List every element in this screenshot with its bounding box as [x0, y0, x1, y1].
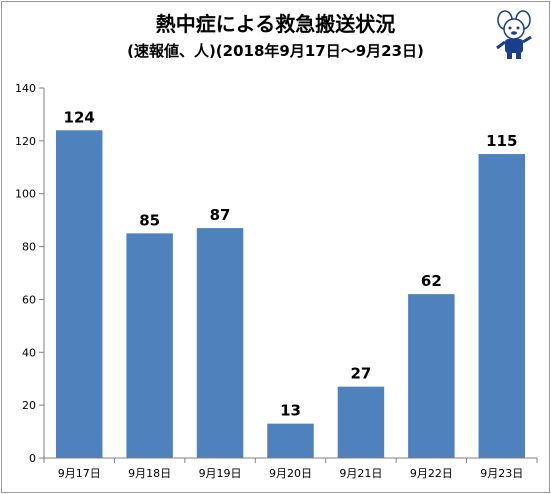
x-tick-label: 9月23日	[480, 467, 523, 480]
y-tick-label: 100	[15, 188, 36, 201]
data-label: 85	[139, 211, 160, 229]
bar	[337, 386, 385, 458]
x-tick-label: 9月21日	[339, 467, 382, 480]
data-label: 27	[350, 365, 371, 383]
y-tick-label: 120	[15, 135, 36, 148]
y-tick-label: 140	[15, 82, 36, 95]
data-label: 13	[280, 402, 301, 420]
bars: 124 85 87 13 27 62 115	[55, 108, 526, 459]
data-label: 124	[64, 108, 95, 126]
x-tick-label: 9月20日	[269, 467, 312, 480]
bar	[478, 154, 526, 459]
bar	[196, 228, 244, 458]
y-tick-label: 60	[22, 293, 36, 306]
bar	[267, 423, 314, 458]
data-label: 87	[210, 206, 231, 224]
y-tick-label: 20	[22, 399, 36, 412]
x-axis: 9月17日 9月18日 9月19日 9月20日 9月21日 9月22日 9月23日	[43, 457, 538, 480]
bar	[126, 233, 173, 458]
data-label: 115	[486, 132, 517, 150]
chart-title: 熱中症による救急搬送状況	[155, 12, 396, 36]
chart-subtitle: (速報値、人)(2018年9月17日～9月23日)	[127, 42, 424, 60]
y-tick-label: 40	[22, 346, 36, 359]
x-tick-label: 9月17日	[58, 467, 101, 480]
bar	[408, 294, 455, 458]
x-tick-label: 9月18日	[128, 467, 171, 480]
y-tick-label: 80	[22, 241, 36, 254]
x-tick-label: 9月19日	[199, 467, 242, 480]
y-tick-label: 0	[29, 452, 36, 465]
mascot-icon	[496, 10, 532, 59]
bar	[55, 130, 103, 459]
x-tick-label: 9月22日	[410, 467, 453, 480]
data-label: 62	[421, 272, 442, 290]
y-axis: 0 20 40 60 80 100 120 140	[15, 82, 45, 465]
